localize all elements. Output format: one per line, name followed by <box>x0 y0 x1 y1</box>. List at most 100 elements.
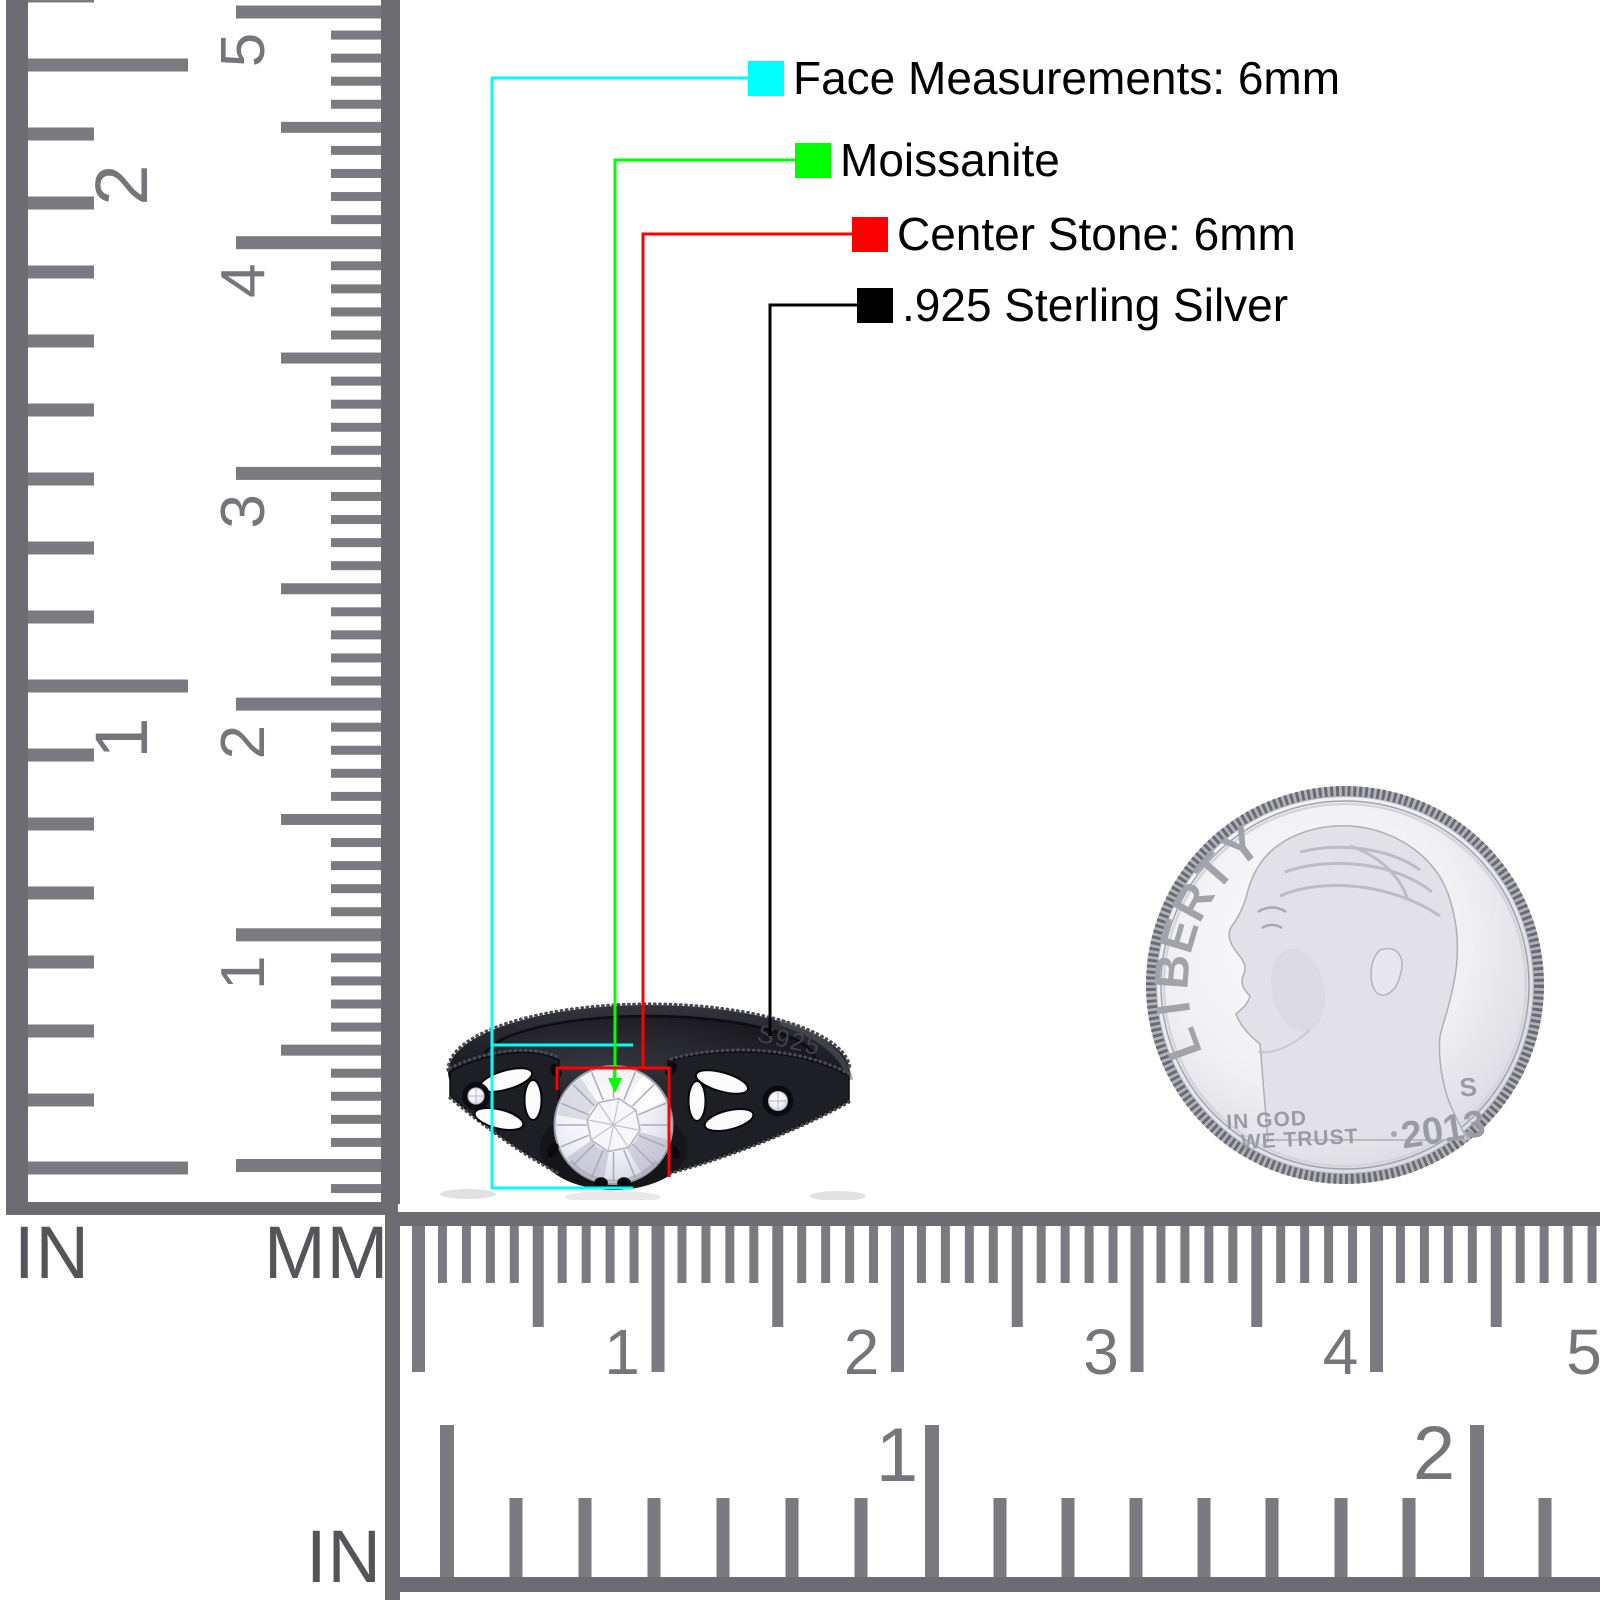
tick-mark <box>1490 1226 1502 1327</box>
tick-mark <box>331 768 381 778</box>
callout-label: Face Measurements: 6mm <box>793 52 1341 104</box>
roosevelt-portrait <box>1228 825 1470 1141</box>
cm-number: 4 <box>209 263 278 297</box>
tick-mark <box>331 791 381 801</box>
cm-number: 1 <box>604 1316 640 1388</box>
tick-mark <box>331 99 381 109</box>
stone-facet <box>627 1131 669 1175</box>
stone-star-facet <box>598 1102 614 1126</box>
leader-center-stone <box>555 232 852 1177</box>
tick-mark <box>331 168 381 178</box>
tick-mark <box>331 330 381 340</box>
tick-mark <box>716 1498 730 1577</box>
tick-mark <box>331 976 381 986</box>
tick-mark <box>28 955 94 969</box>
cm-number: 5 <box>1566 1316 1600 1388</box>
cm-number: 3 <box>209 494 278 528</box>
cyan-swatch-icon <box>748 60 784 96</box>
tick-mark <box>28 817 94 831</box>
tick-mark <box>28 196 94 210</box>
stone-lower-shadow <box>569 1160 658 1183</box>
coin-mint-mark: S <box>1458 1071 1478 1102</box>
black-swatch-icon <box>857 287 893 323</box>
coin-rim-highlight <box>1162 802 1528 1168</box>
tick-mark <box>891 1226 904 1372</box>
tick-mark <box>988 1226 998 1283</box>
ruler-edge <box>385 1212 1600 1226</box>
stone-star-facet <box>613 1124 641 1131</box>
tick-mark <box>331 1137 381 1147</box>
tick-mark <box>1084 1226 1094 1283</box>
stone-facet-line <box>623 1149 637 1178</box>
tick-mark <box>331 999 381 1009</box>
tick-mark <box>1515 1226 1525 1283</box>
tick-mark <box>236 1159 381 1172</box>
tick-mark <box>940 1226 950 1283</box>
tick-mark <box>869 1226 879 1283</box>
tick-mark <box>331 307 381 317</box>
bottom-ruler-inch-unit-label: IN <box>306 1515 382 1598</box>
tick-mark <box>331 907 381 917</box>
tick-mark <box>331 561 381 571</box>
tick-mark <box>1156 1226 1166 1283</box>
tick-mark <box>785 1498 799 1577</box>
tick-mark <box>281 813 381 825</box>
tick-mark <box>331 1091 381 1101</box>
ruler-edge <box>381 0 400 1204</box>
stone-star-facet <box>607 1124 615 1152</box>
tick-mark <box>1395 1226 1405 1283</box>
tick-mark <box>331 215 381 225</box>
tick-mark <box>331 653 381 663</box>
stone-facet <box>557 1078 599 1121</box>
callout-label: .925 Sterling Silver <box>902 279 1289 331</box>
left-ruler-mm-unit-label: MM <box>264 1211 390 1294</box>
tick-mark <box>1251 1226 1263 1327</box>
tick-mark <box>28 472 94 486</box>
callout-center-stone: Center Stone: 6mm <box>852 210 1296 258</box>
cm-number: 5 <box>209 33 278 67</box>
tick-mark <box>1060 1226 1070 1283</box>
tick-mark <box>1587 1226 1597 1283</box>
tick-mark <box>1470 1425 1484 1577</box>
cm-number: 2 <box>844 1316 880 1388</box>
tick-mark <box>28 886 94 900</box>
stone-facet-line <box>572 1084 595 1107</box>
tick-mark <box>331 145 381 155</box>
tick-mark <box>28 1093 94 1107</box>
tick-mark <box>1348 1226 1358 1283</box>
cm-number: 3 <box>1083 1316 1119 1388</box>
tick-mark <box>854 1498 868 1577</box>
accent-stone-left <box>462 1082 490 1110</box>
left-ruler-inch-unit-label: IN <box>14 1211 90 1294</box>
tick-mark <box>331 192 381 202</box>
tick-mark <box>412 1226 425 1372</box>
stone-facet <box>627 1075 666 1114</box>
tick-mark <box>1011 1226 1023 1327</box>
tick-mark <box>236 5 381 19</box>
tick-mark <box>1467 1226 1477 1283</box>
prongs <box>547 1062 680 1189</box>
tick-mark <box>28 679 188 693</box>
tick-mark <box>28 1024 94 1038</box>
stone-facet-line <box>638 1134 667 1148</box>
ruler-edge <box>6 0 28 1215</box>
band-inner-edge <box>481 1014 817 1061</box>
cm-number: 4 <box>1323 1316 1359 1388</box>
stone-facet <box>566 1140 609 1182</box>
coin-motto-line1: IN GOD <box>1226 1107 1308 1134</box>
tick-mark <box>281 121 381 133</box>
tick-mark <box>331 1114 381 1124</box>
tick-mark <box>651 1226 665 1372</box>
stone-star-facet <box>613 1124 629 1148</box>
tick-mark <box>437 1226 447 1283</box>
callout-sterling-silver: .925 Sterling Silver <box>857 281 1288 329</box>
tick-mark <box>28 541 94 555</box>
tick-mark <box>331 76 381 86</box>
inch-number: 1 <box>80 717 163 758</box>
stone-star-facet <box>586 1119 614 1126</box>
tick-mark <box>821 1226 831 1283</box>
tick-mark <box>677 1226 687 1283</box>
tick-mark <box>1370 1226 1383 1372</box>
tick-mark <box>647 1498 661 1577</box>
leader-sterling-silver <box>768 303 857 1036</box>
